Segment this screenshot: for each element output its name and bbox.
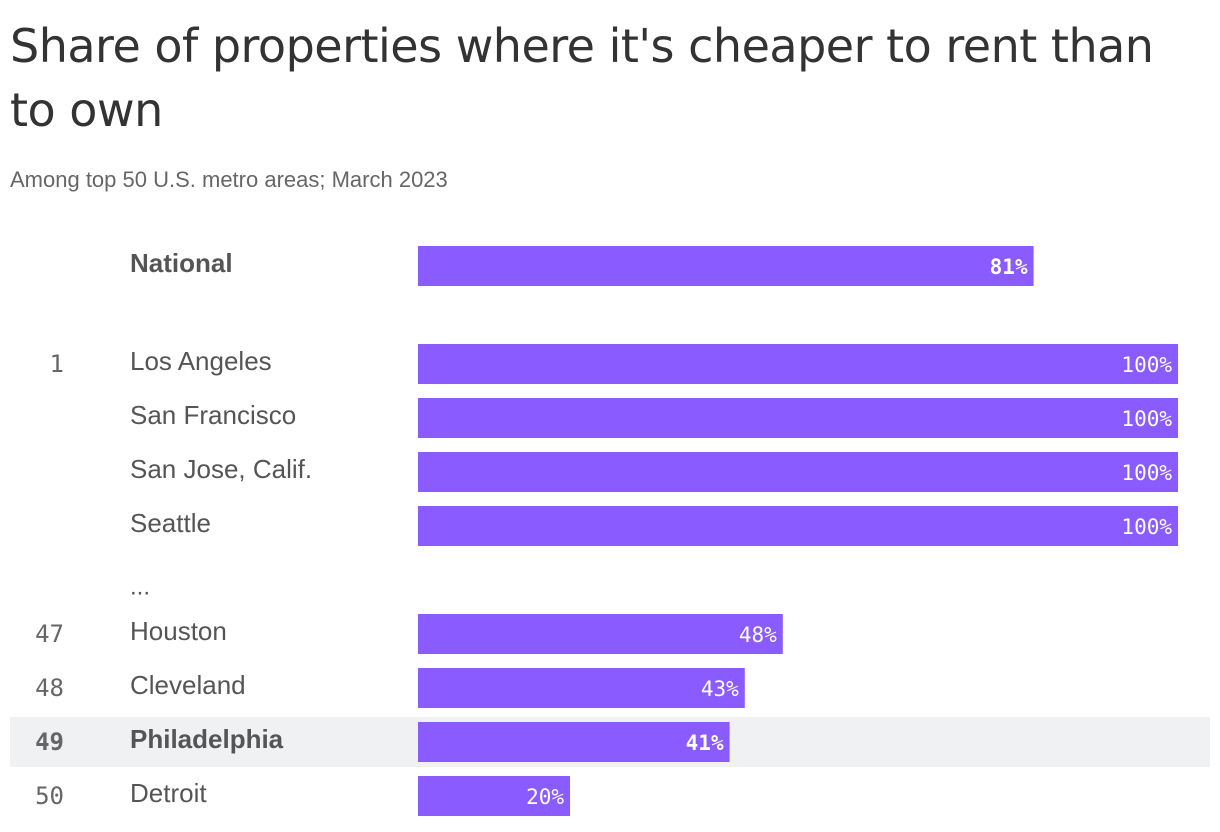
- data-label-cleveland: 43%: [701, 677, 739, 701]
- bar-houston: [418, 614, 783, 654]
- rank-label-philadelphia: 49: [35, 728, 64, 756]
- bar-cleveland: [418, 668, 745, 708]
- ellipsis-separator: ...: [130, 574, 150, 601]
- bar-san-francisco: [418, 398, 1178, 438]
- category-label-philadelphia: Philadelphia: [130, 724, 284, 754]
- category-label-seattle: Seattle: [130, 508, 211, 538]
- bar-los-angeles: [418, 344, 1178, 384]
- category-label-san-francisco: San Francisco: [130, 400, 296, 430]
- rank-label-los-angeles: 1: [50, 350, 64, 378]
- chart-subtitle: Among top 50 U.S. metro areas; March 202…: [10, 167, 448, 192]
- rank-label-detroit: 50: [35, 782, 64, 810]
- bar-detroit: [418, 776, 570, 816]
- bar-san-jose-calif: [418, 452, 1178, 492]
- category-label-detroit: Detroit: [130, 778, 207, 808]
- chart-title: Share of properties where it's cheaper t…: [10, 19, 1154, 137]
- data-label-san-francisco: 100%: [1121, 407, 1172, 431]
- data-label-seattle: 100%: [1121, 515, 1172, 539]
- category-label-national: National: [130, 248, 233, 278]
- data-label-philadelphia: 41%: [686, 731, 724, 755]
- bar-philadelphia: [418, 722, 730, 762]
- category-label-houston: Houston: [130, 616, 227, 646]
- category-label-cleveland: Cleveland: [130, 670, 246, 700]
- category-label-san-jose-calif: San Jose, Calif.: [130, 454, 312, 484]
- bar-seattle: [418, 506, 1178, 546]
- data-label-los-angeles: 100%: [1121, 353, 1172, 377]
- category-label-los-angeles: Los Angeles: [130, 346, 272, 376]
- data-label-houston: 48%: [739, 623, 777, 647]
- data-label-detroit: 20%: [526, 785, 564, 809]
- rank-label-houston: 47: [35, 620, 64, 648]
- data-label-national: 81%: [990, 255, 1028, 279]
- rank-label-cleveland: 48: [35, 674, 64, 702]
- data-label-san-jose-calif: 100%: [1121, 461, 1172, 485]
- bar-national: [418, 246, 1034, 286]
